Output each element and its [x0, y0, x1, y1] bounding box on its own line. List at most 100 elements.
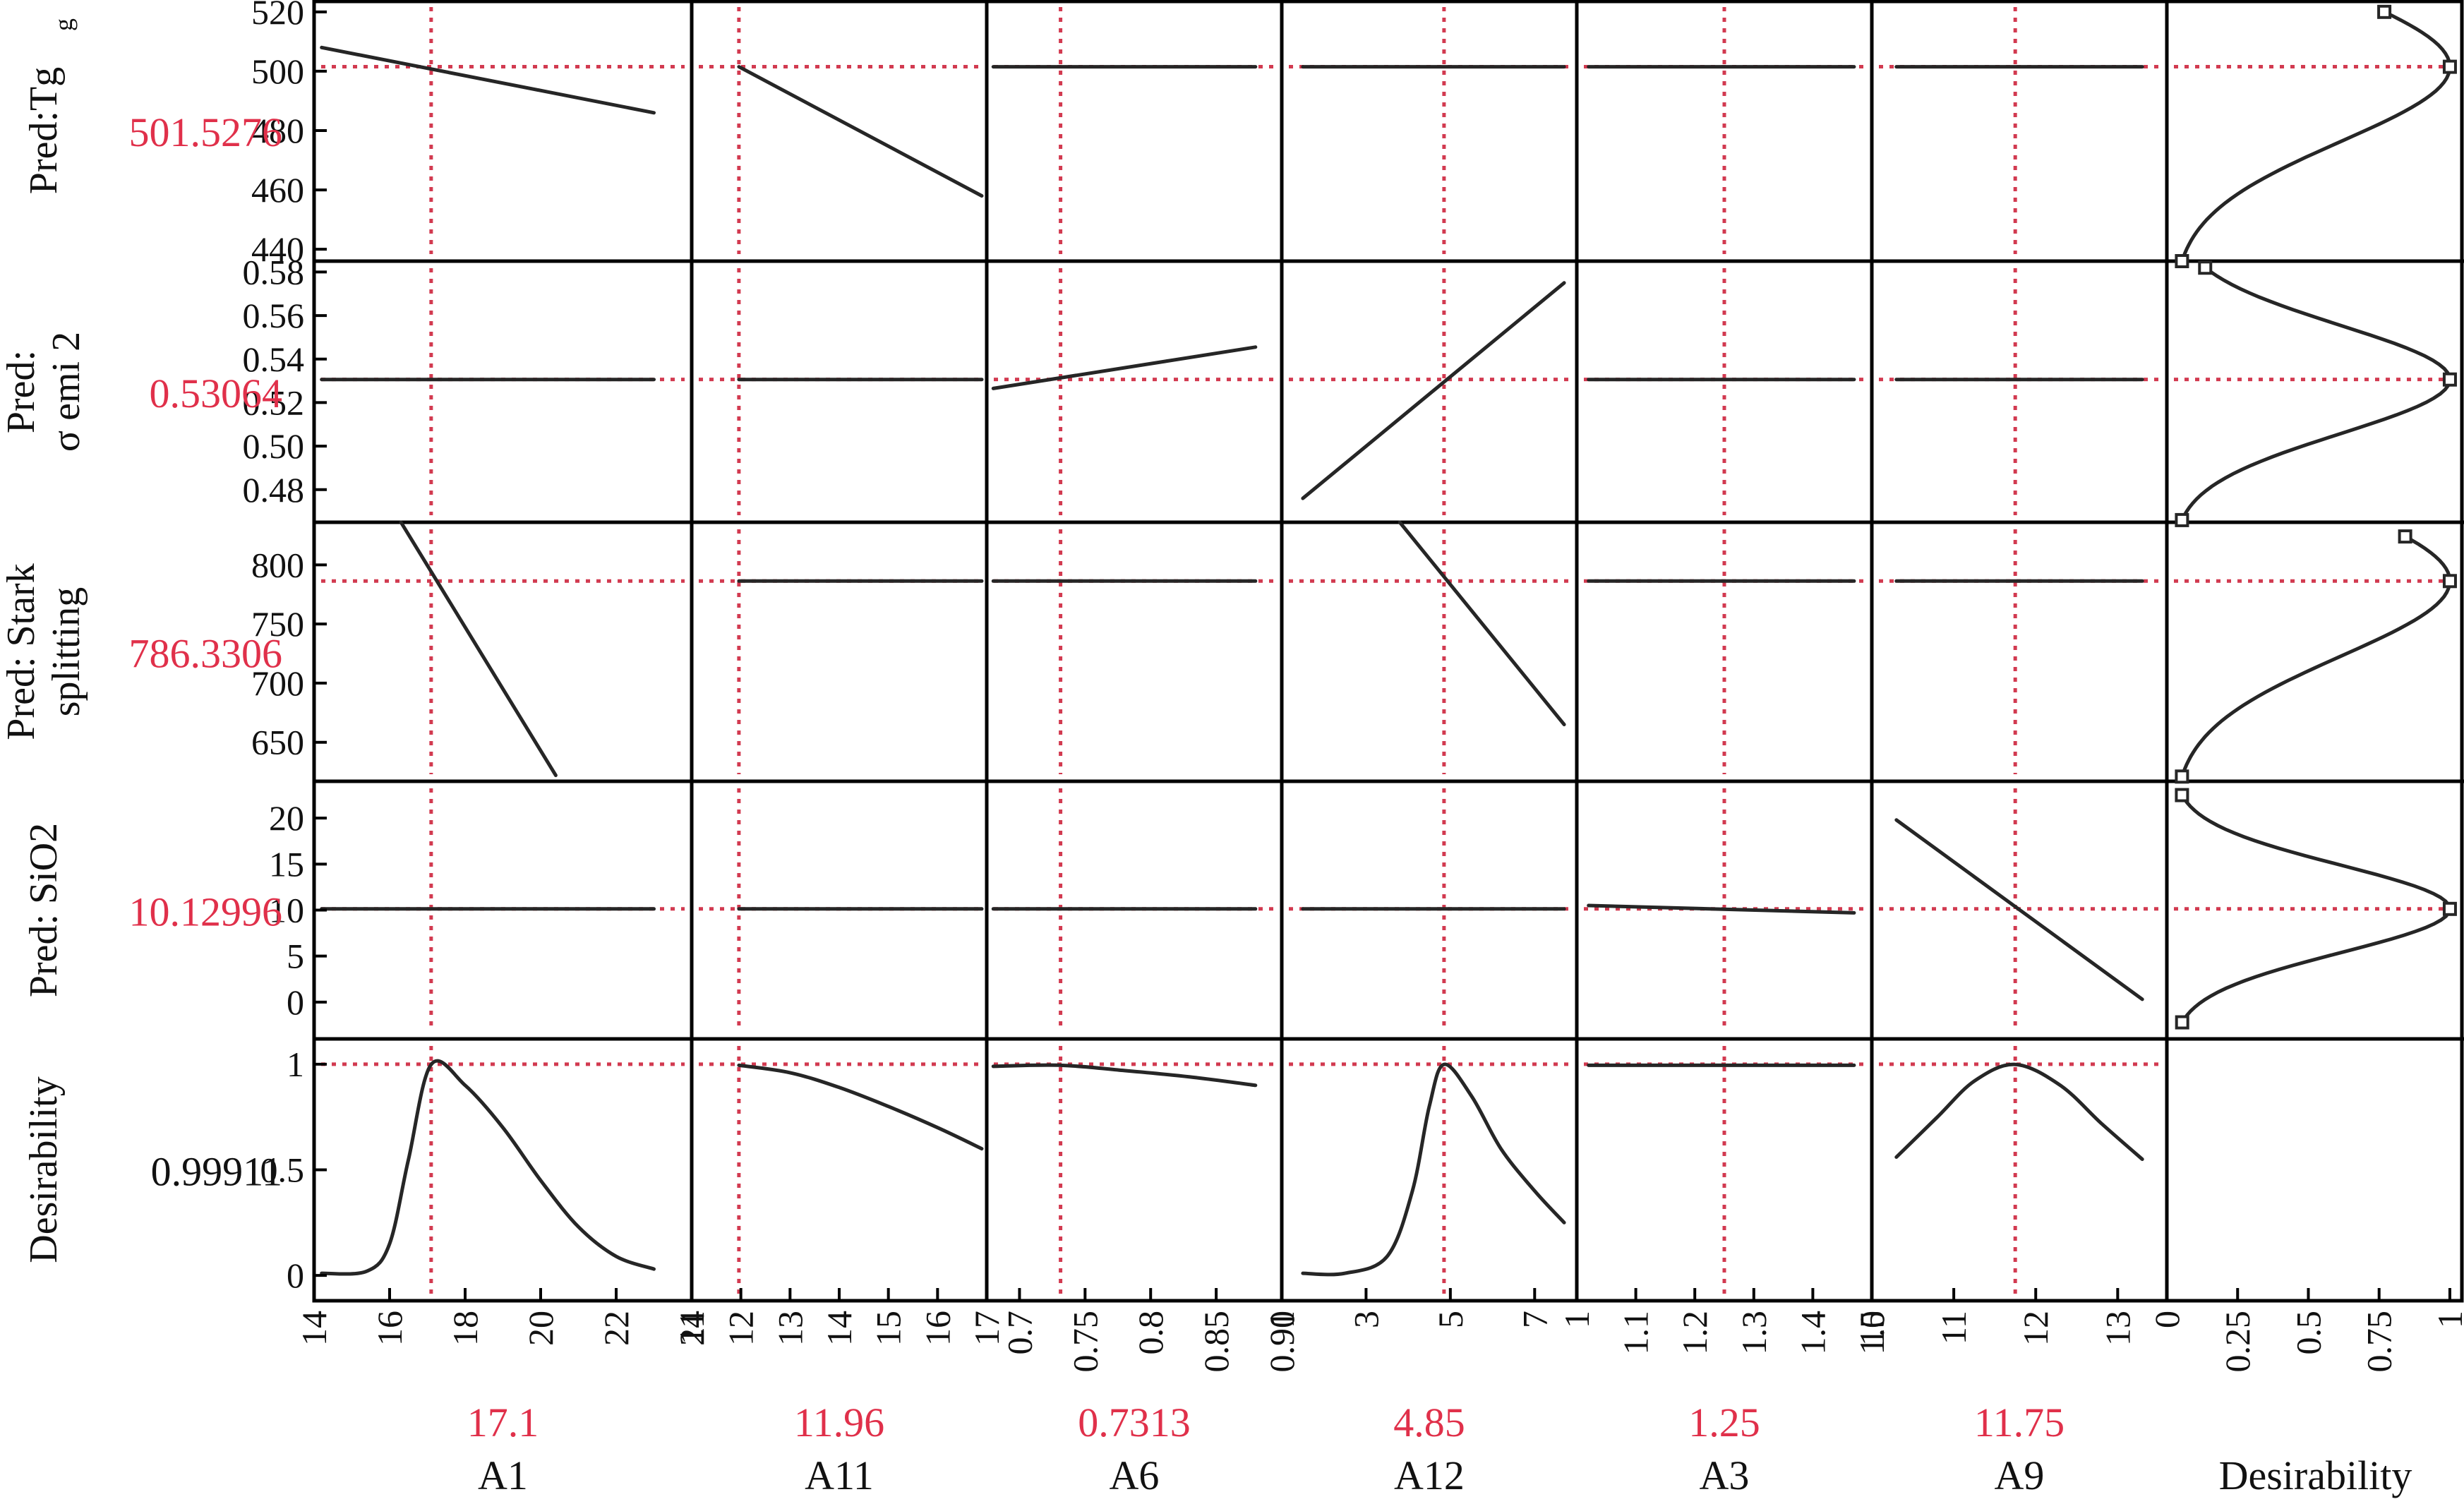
x-tick-label: 1.1: [1616, 1311, 1656, 1355]
y-tick-label: 0.56: [243, 296, 305, 335]
x-tick-label: 1.4: [1793, 1311, 1832, 1355]
x-tick-label: 0.7: [999, 1311, 1039, 1355]
profile-curve-row2-col3: [1398, 520, 1566, 727]
profile-curve-row3-col5: [1894, 818, 2144, 1001]
desirability-handle: [2442, 574, 2457, 589]
axis-ticks: [313, 10, 2451, 1301]
x-tick-label: 0.75: [1065, 1311, 1105, 1373]
x-tick-label: 1.5: [1852, 1311, 1892, 1355]
factor-name: A12: [1394, 1452, 1465, 1498]
desirability-handle: [2442, 59, 2457, 74]
y-tick-label: 10: [269, 891, 304, 930]
x-tick-label: 0.5: [2288, 1311, 2328, 1355]
predicted-value: 501.5276: [129, 109, 283, 155]
y-tick-label: 500: [251, 52, 304, 91]
y-tick-label: 0.54: [243, 339, 305, 379]
desirability-function-row2: [2180, 534, 2452, 778]
profile-curve-row4-col3: [1301, 1062, 1566, 1277]
response-label: Pred:Tg: [22, 67, 66, 194]
y-tick-label: 1: [287, 1045, 304, 1084]
y-tick-label: 0.52: [243, 383, 305, 422]
factor-setting-value: 4.85: [1393, 1400, 1465, 1445]
reference-lines: [321, 7, 2457, 1294]
predicted-value: 786.3306: [129, 631, 283, 677]
panel-grid: [312, 0, 2464, 1303]
x-tick-label: 1.3: [1734, 1311, 1774, 1355]
desirability-handle: [2175, 788, 2189, 802]
factor-name: A3: [1700, 1452, 1750, 1498]
y-tick-label: 15: [269, 844, 304, 884]
plot-frame: [312, 0, 2464, 1303]
y-tick-label: 480: [251, 111, 304, 150]
y-tick-label: 520: [251, 0, 304, 32]
profile-curve-row1-col2: [991, 345, 1258, 390]
predicted-value: 10.12996: [129, 889, 283, 935]
desirability-function-row1: [2180, 266, 2452, 522]
x-tick-label: 3: [1346, 1311, 1386, 1328]
y-tick-label: 0.48: [243, 470, 305, 510]
y-tick-label: 20: [269, 798, 304, 838]
y-tick-label: 0.58: [243, 252, 305, 291]
x-tick-label: 1: [2430, 1311, 2464, 1328]
factor-name: A6: [1110, 1452, 1160, 1498]
desirability-handle: [2175, 512, 2189, 527]
factor-setting-value: 17.1: [467, 1400, 539, 1445]
x-tick-label: 0.25: [2218, 1311, 2257, 1373]
x-tick-label: 0.75: [2360, 1311, 2399, 1373]
factor-name: A1: [478, 1452, 528, 1498]
factor-name: Desirability: [2219, 1452, 2412, 1498]
x-tick-label: 24: [672, 1311, 711, 1346]
factor-setting-value: 0.7313: [1078, 1400, 1191, 1445]
x-tick-label: 12: [721, 1311, 761, 1346]
y-tick-label: 460: [251, 170, 304, 210]
predicted-value: 0.99911: [151, 1149, 282, 1195]
x-tick-label: 5: [1431, 1311, 1470, 1328]
profile-curve-row1-col3: [1301, 281, 1566, 500]
x-tick-label: 17: [967, 1311, 1006, 1346]
x-tick-label: 13: [770, 1311, 810, 1346]
profile-curve-row4-col0: [320, 1059, 656, 1276]
desirability-handle: [2442, 901, 2457, 916]
x-tick-label: 15: [869, 1311, 908, 1346]
x-tick-label: 1.2: [1675, 1311, 1714, 1355]
factor-setting-value: 11.96: [794, 1400, 884, 1445]
response-label: Pred:: [0, 350, 43, 433]
x-tick-label: 1: [1557, 1311, 1597, 1328]
x-tick-label: 14: [294, 1311, 334, 1346]
y-tick-label: 440: [251, 229, 304, 269]
profile-curves: [320, 4, 2457, 1277]
factor-name: A9: [1995, 1452, 2045, 1498]
x-tick-label: 12: [2016, 1311, 2055, 1346]
x-tick-label: 16: [370, 1311, 409, 1346]
profile-curve-row4-col5: [1894, 1062, 2144, 1161]
predicted-value: 0.53064: [150, 371, 283, 416]
profile-curve-row0-col0: [320, 45, 656, 115]
desirability-handle: [2398, 529, 2412, 544]
x-tick-label: 11: [672, 1311, 711, 1344]
desirability-handle: [2377, 4, 2392, 19]
response-label: Pred: SiO2: [22, 823, 66, 997]
x-tick-label: 0.85: [1196, 1311, 1236, 1373]
x-tick-label: 7: [1515, 1311, 1554, 1328]
profile-curve-row4-col2: [991, 1063, 1258, 1088]
desirability-handle: [2442, 372, 2457, 387]
y-tick-label: 0.5: [260, 1150, 305, 1190]
x-tick-label: 14: [819, 1311, 859, 1346]
x-tick-label: 16: [918, 1311, 957, 1346]
y-tick-label: 650: [251, 723, 304, 762]
y-tick-label: 0.50: [243, 426, 305, 466]
x-tick-label: 10: [1852, 1311, 1892, 1346]
x-tick-label: 20: [521, 1311, 560, 1346]
factor-setting-value: 11.75: [1974, 1400, 2065, 1445]
response-label: splitting: [44, 587, 88, 717]
y-tick-label: 0: [287, 1256, 304, 1295]
x-tick-label: 0: [2147, 1311, 2187, 1328]
x-tick-label: 0.8: [1131, 1311, 1170, 1355]
x-tick-label: 11: [1934, 1311, 1973, 1344]
y-tick-label: 0: [287, 982, 304, 1022]
x-tick-label: 22: [596, 1311, 636, 1346]
response-label: Pred: Stark: [0, 563, 43, 740]
profile-curve-row0-col1: [737, 65, 984, 198]
